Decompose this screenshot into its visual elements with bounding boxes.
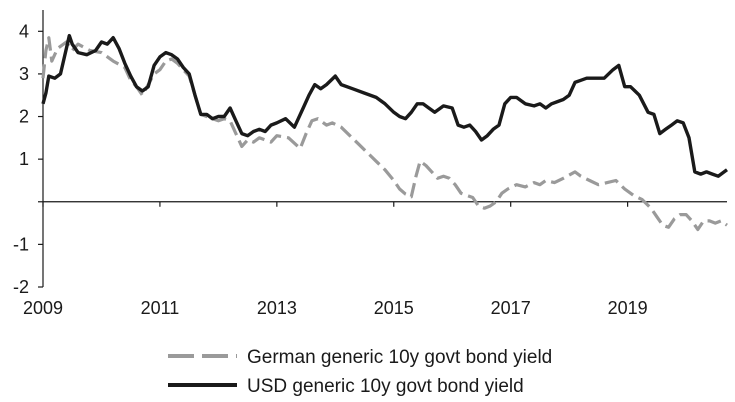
- y-axis-ticks: -2 -1 1 2 3 4: [13, 21, 43, 297]
- series-line-usd: [41, 33, 728, 178]
- legend-item-german: German generic 10y govt bond yield: [168, 347, 552, 368]
- x-tick-label: 2019: [608, 298, 648, 318]
- y-tick-label: 2: [19, 107, 29, 127]
- x-tick-label: 2013: [257, 298, 297, 318]
- y-tick-label: 3: [19, 64, 29, 84]
- x-tick-label: 2009: [23, 298, 63, 318]
- y-tick-label: -1: [13, 234, 29, 254]
- legend-item-usd: USD generic 10y govt bond yield: [168, 376, 524, 397]
- x-tick-label: 2017: [491, 298, 531, 318]
- y-tick-label: 1: [19, 149, 29, 169]
- x-tick-label: 2011: [141, 298, 180, 318]
- legend: German generic 10y govt bond yield USD g…: [168, 347, 552, 397]
- series-line-german: [41, 36, 728, 232]
- x-tick-label: 2015: [374, 298, 414, 318]
- y-tick-label: -2: [13, 277, 29, 297]
- legend-label-german: German generic 10y govt bond yield: [247, 347, 552, 368]
- plot-area: -2 -1 1 2 3 4 2009 2011 2013 2015 2017 2019: [13, 10, 728, 318]
- x-axis-ticks: 2009 2011 2013 2015 2017 2019: [23, 201, 648, 318]
- y-tick-label: 4: [19, 21, 29, 41]
- legend-label-usd: USD generic 10y govt bond yield: [247, 376, 524, 397]
- series-group: [41, 33, 728, 232]
